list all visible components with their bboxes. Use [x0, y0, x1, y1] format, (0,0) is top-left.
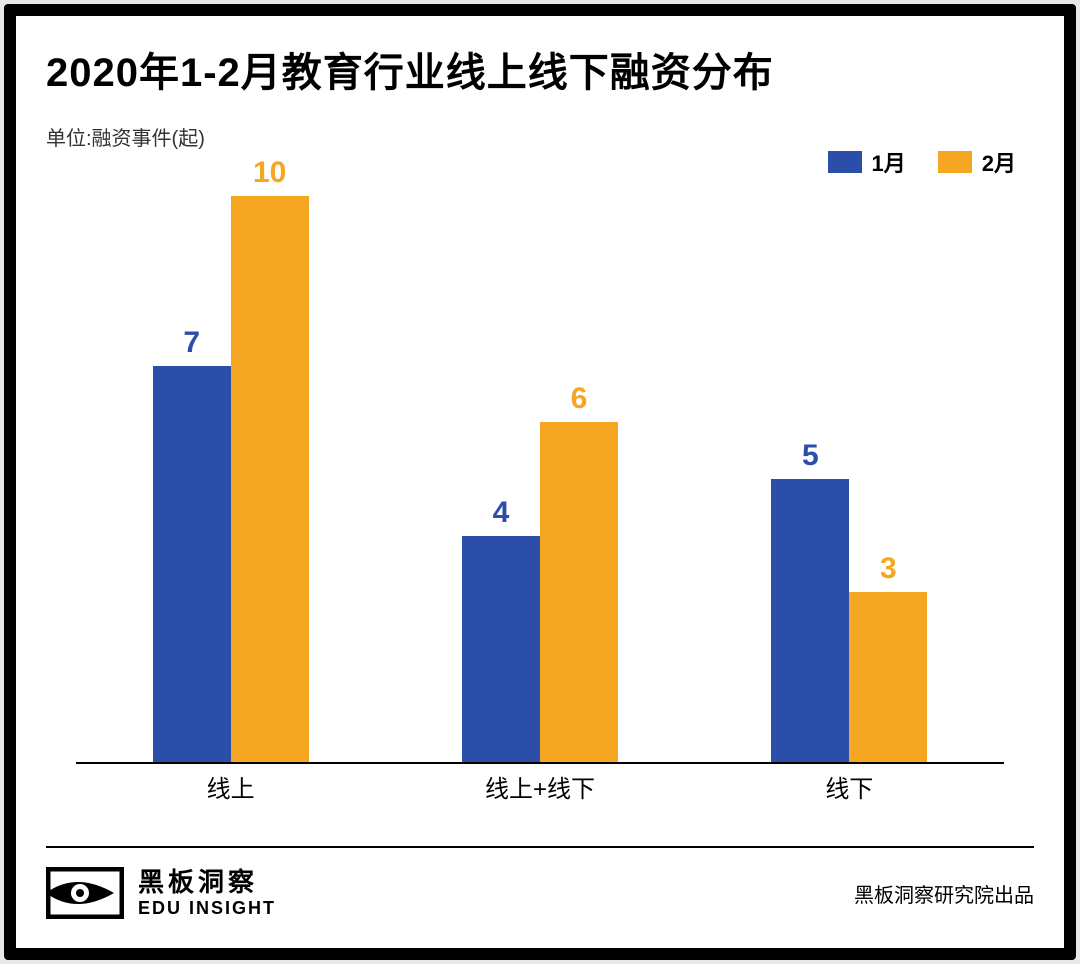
bar-jan-online: 7	[153, 366, 231, 762]
brand: 黑板洞察 EDU INSIGHT	[46, 867, 276, 919]
bar-feb-online: 10	[231, 196, 309, 762]
bar-value-feb-online: 10	[231, 156, 309, 190]
bar-groups: 7 10 4 6 5 3	[76, 196, 1004, 762]
bar-jan-both: 4	[462, 536, 540, 762]
bar-value-feb-offline: 3	[849, 552, 927, 586]
bar-value-jan-online: 7	[153, 326, 231, 360]
brand-name-en: EDU INSIGHT	[138, 898, 276, 919]
legend-item-feb: 2月	[938, 146, 1016, 178]
bar-feb-both: 6	[540, 422, 618, 762]
bar-value-feb-both: 6	[540, 382, 618, 416]
chart-title: 2020年1-2月教育行业线上线下融资分布	[46, 40, 774, 98]
brand-logo-icon	[46, 867, 124, 919]
category-label-online: 线上	[131, 769, 331, 804]
legend-swatch-jan	[828, 151, 862, 173]
brand-name-cn: 黑板洞察	[138, 868, 276, 898]
bar-jan-offline: 5	[771, 479, 849, 762]
brand-text: 黑板洞察 EDU INSIGHT	[138, 868, 276, 919]
chart-unit-label: 单位:融资事件(起)	[46, 122, 205, 151]
bar-feb-offline: 3	[849, 592, 927, 762]
footer-divider	[46, 846, 1034, 848]
chart-area: 7 10 4 6 5 3	[76, 196, 1004, 808]
bar-value-jan-both: 4	[462, 496, 540, 530]
bar-value-jan-offline: 5	[771, 439, 849, 473]
legend-item-jan: 1月	[828, 146, 906, 178]
legend-label-jan: 1月	[872, 146, 906, 178]
footer: 黑板洞察 EDU INSIGHT 黑板洞察研究院出品	[46, 858, 1034, 928]
chart-frame: 2020年1-2月教育行业线上线下融资分布 单位:融资事件(起) 1月 2月 7…	[4, 4, 1076, 960]
bar-group-both: 4 6	[462, 422, 618, 762]
legend: 1月 2月	[828, 146, 1017, 178]
bar-group-online: 7 10	[153, 196, 309, 762]
bar-group-offline: 5 3	[771, 479, 927, 762]
category-label-offline: 线下	[749, 769, 949, 804]
category-label-both: 线上+线下	[440, 769, 640, 804]
legend-label-feb: 2月	[982, 146, 1016, 178]
category-labels: 线上 线上+线下 线下	[76, 764, 1004, 808]
legend-swatch-feb	[938, 151, 972, 173]
credit-text: 黑板洞察研究院出品	[854, 879, 1034, 908]
